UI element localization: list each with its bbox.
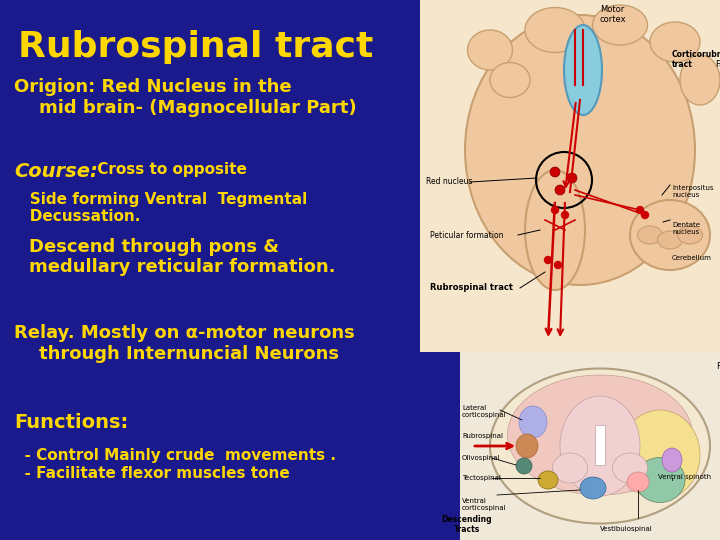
Bar [420, 0, 720, 352]
Ellipse shape [490, 63, 530, 98]
Text: Olivospinal: Olivospinal [462, 455, 500, 461]
Ellipse shape [593, 5, 647, 45]
Ellipse shape [630, 200, 710, 270]
Ellipse shape [516, 458, 532, 474]
Circle shape [562, 212, 569, 219]
Circle shape [636, 206, 644, 213]
Circle shape [550, 167, 560, 177]
Bar [420, 352, 720, 540]
Circle shape [544, 256, 552, 264]
Ellipse shape [525, 170, 585, 290]
Ellipse shape [657, 231, 683, 249]
Circle shape [642, 212, 649, 219]
Text: Rubrospinal tract: Rubrospinal tract [430, 284, 513, 293]
Text: Rubrospinal tract: Rubrospinal tract [18, 30, 374, 64]
Text: Tectospinal: Tectospinal [462, 475, 501, 481]
Text: Fa: Fa [716, 362, 720, 371]
Ellipse shape [680, 55, 720, 105]
Ellipse shape [613, 453, 647, 483]
Circle shape [567, 173, 577, 183]
Text: Peticular formation: Peticular formation [430, 231, 503, 240]
Ellipse shape [620, 410, 700, 500]
Text: Origion: Red Nucleus in the
    mid brain- (Magnocellular Part): Origion: Red Nucleus in the mid brain- (… [14, 78, 357, 117]
Text: Descend through pons &
medullary reticular formation.: Descend through pons & medullary reticul… [29, 238, 336, 276]
Ellipse shape [467, 30, 513, 70]
Ellipse shape [519, 406, 547, 438]
Text: Cerebellum: Cerebellum [672, 255, 712, 261]
Ellipse shape [516, 434, 538, 458]
Ellipse shape [525, 8, 585, 52]
Ellipse shape [678, 226, 703, 244]
Bar [420, 352, 460, 540]
Text: Red nucleus: Red nucleus [426, 178, 472, 186]
Text: Fa: Fa [715, 60, 720, 69]
Ellipse shape [637, 226, 662, 244]
Ellipse shape [635, 457, 685, 503]
Text: Rubrospinal: Rubrospinal [462, 433, 503, 439]
Text: Interpositus
nucleus: Interpositus nucleus [672, 185, 714, 198]
Text: Motor
cortex: Motor cortex [600, 5, 626, 24]
Text: Ventral spinoth: Ventral spinoth [658, 474, 711, 480]
Text: Relay. Mostly on α-motor neurons
    through Internuncial Neurons: Relay. Mostly on α-motor neurons through… [14, 324, 355, 363]
Circle shape [554, 261, 562, 268]
Text: - Control Mainly crude  movements .
  - Facilitate flexor muscles tone: - Control Mainly crude movements . - Fac… [14, 448, 336, 481]
Text: Functions:: Functions: [14, 413, 129, 432]
Ellipse shape [627, 472, 649, 492]
Text: Corticorubral
tract: Corticorubral tract [672, 50, 720, 70]
Text: Cross to opposite: Cross to opposite [92, 162, 247, 177]
Text: Dentate
nucleus: Dentate nucleus [672, 222, 700, 235]
Ellipse shape [580, 477, 606, 499]
Ellipse shape [538, 471, 558, 489]
Text: Ventral
corticospinal: Ventral corticospinal [462, 498, 507, 511]
Ellipse shape [650, 22, 700, 62]
Text: Course:: Course: [14, 162, 98, 181]
Text: Lateral
corticospinal: Lateral corticospinal [462, 405, 507, 418]
Bar [595, 425, 605, 465]
Text: Vestibulospinal: Vestibulospinal [600, 526, 653, 532]
Text: Descending
Tracts: Descending Tracts [441, 515, 492, 534]
Ellipse shape [508, 375, 693, 495]
Ellipse shape [552, 453, 588, 483]
Text: Side forming Ventral  Tegmental
   Decussation.: Side forming Ventral Tegmental Decussati… [14, 192, 307, 225]
Ellipse shape [560, 396, 640, 496]
Ellipse shape [662, 448, 682, 472]
Ellipse shape [564, 25, 602, 115]
Circle shape [552, 206, 559, 213]
Circle shape [555, 185, 565, 195]
Ellipse shape [465, 15, 695, 285]
Ellipse shape [490, 368, 710, 523]
